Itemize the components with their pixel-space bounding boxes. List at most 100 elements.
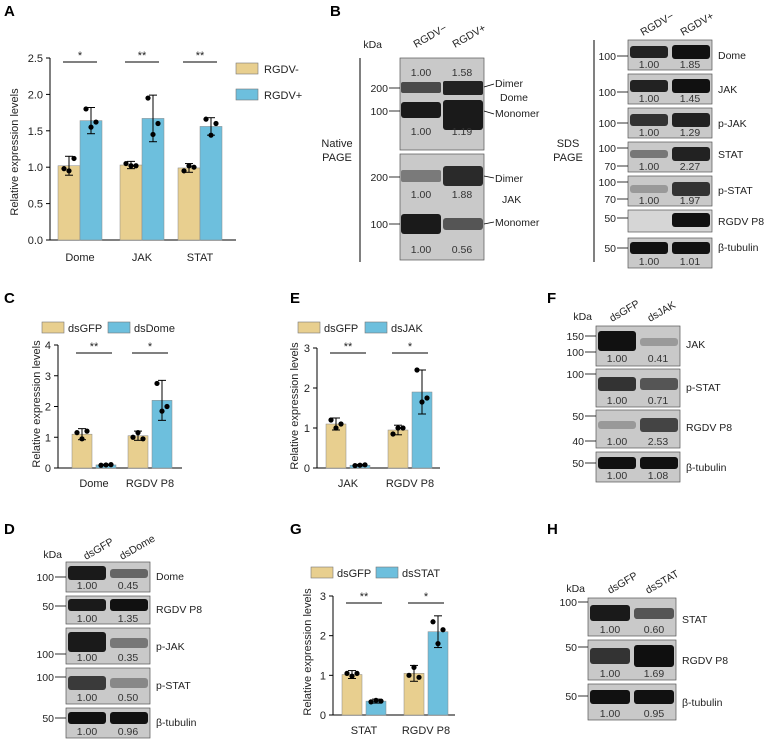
chart-a-ytick-label: 1.0 [28,162,43,174]
blot-b-sds-pstat-name: p-STAT [718,185,753,197]
chart-g-ytick-label: 2 [320,631,326,643]
chart-a-data-point [61,166,67,172]
blot-b-sds-p8-name: RGDV P8 [718,216,764,228]
chart-g-ytick-label: 3 [320,591,326,603]
chart-a-data-point [191,164,197,170]
blot-b-dome-dimer-label: Dimer [495,78,524,90]
blot-b-sds-jak-band-1 [630,80,668,92]
blot-d-pjak-band-2 [110,638,148,648]
blot-f-p8-marker-40: 40 [572,436,584,448]
chart-a-data-point [150,131,156,138]
blot-f-tubulin-marker: 50 [572,458,584,470]
chart-g-data-point [349,673,355,679]
chart-c-legend-dsdome: dsDome [134,323,175,335]
blot-b-jak-dimer-value-1: 1.00 [411,189,432,201]
blot-b-sds-pstat-marker-70: 70 [604,194,616,206]
chart-a-data-point [213,120,219,127]
blot-b-jak-dimer-value-2: 1.88 [452,189,473,201]
blot-b-sds-jak-name: JAK [718,84,737,96]
blot-h-p8-value-2: 1.69 [644,668,665,680]
blot-f-jak-band-1 [598,331,636,351]
chart-g-significance-label: * [424,591,429,603]
blot-h-p8-marker: 50 [565,642,577,654]
panel-label-g: G [290,521,302,538]
chart-g-bar [341,674,363,716]
blot-h-lane-2: dsSTAT [644,568,682,597]
chart-e-ylabel: Relative expression levels [289,342,301,470]
chart-e-legend-swatch-dsgfp [297,321,321,334]
blot-f-pstat-band-1 [598,377,636,391]
blot-b-dome-monomer-band-1 [401,102,441,118]
blot-b-sds-pjak-band-2 [672,113,710,127]
chart-e-xtick-jak: JAK [338,478,359,490]
chart-c-data-point [164,403,170,410]
chart-c-ytick-label: 1 [45,432,51,444]
chart-a-data-point [71,155,77,162]
chart-e-significance-label: ** [344,341,353,353]
chart-c-ytick-label: 3 [45,371,51,383]
chart-g-xtick-rgdvp8: RGDV P8 [402,725,450,737]
blot-f-lane-1: dsGFP [608,298,642,325]
chart-c-ytick-label: 4 [45,340,51,352]
chart-a-bar [199,126,223,241]
blot-h-tubulin-value-1: 1.00 [600,708,621,720]
chart-a-data-point [93,119,99,125]
blot-d-pjak-band-1 [68,632,106,652]
blot-f-jak-marker-100: 100 [566,347,584,359]
chart-e-data-point [338,421,344,427]
chart-a-data-point [208,132,214,138]
chart-a: Relative expression levels 0.0 0.5 1.0 1.5 2… [9,50,302,264]
chart-g-data-point [430,619,436,625]
chart-g-data-point [416,674,422,680]
blot-b-sds-stat-marker-70: 70 [604,161,616,173]
chart-g-ytick-label: 0 [320,710,326,722]
chart-c-ytick-label: 0 [45,463,51,475]
chart-e-data-point [419,399,425,405]
blot-b-sds-dome-marker: 100 [598,51,616,63]
chart-c: dsGFP dsDome Relative expression levels … [31,321,182,490]
blot-f-p8-band-1 [598,421,636,429]
blot-b-native-label-2: PAGE [322,152,352,164]
chart-a-significance-label: * [78,50,83,62]
blot-b-sds-tubulin-band-2 [672,242,710,254]
blot-b-jak-monomer-pointer [483,221,495,225]
blot-b-dome-monomer-label: Monomer [495,108,540,120]
blot-f-pstat-value-2: 0.71 [648,395,669,407]
blot-f-jak-marker-150: 150 [566,331,584,343]
panel-label-c: C [4,290,15,307]
panel-label-e: E [290,290,300,307]
panel-label-b: B [330,3,341,20]
chart-a-data-point [133,163,139,169]
chart-e-data-point [333,425,339,431]
blot-d-tubulin-name: β-tubulin [156,717,197,729]
chart-g-xtick-stat: STAT [351,725,378,737]
blot-d-tubulin-marker: 50 [42,713,54,725]
chart-e-data-point [352,463,358,469]
chart-g-ytick-label: 1 [320,670,326,682]
chart-a-ytick-label: 0.0 [28,235,43,247]
chart-e-data-point [424,395,430,401]
blot-f-pstat-band-2 [640,378,678,390]
blot-b-dome-monomer-value-2: 1.19 [452,126,473,138]
chart-e-legend-dsjak: dsJAK [391,323,423,335]
chart-g-data-point [373,697,379,703]
blot-b-sds-pstat-value-1: 1.00 [639,195,660,207]
blot-f-tubulin-band-2 [640,457,678,469]
chart-g-legend-swatch-dsstat [375,566,399,579]
blot-b-sds-dome-band-2 [672,45,710,59]
chart-a-xtick-stat: STAT [187,252,214,264]
blot-b-sds-pjak-name: p-JAK [718,118,747,130]
blot-f-jak-name: JAK [686,339,705,351]
blot-h-stat-band-2 [634,608,674,619]
blot-d-p8-value-2: 1.35 [118,613,139,625]
blot-d-kda: kDa [43,549,62,561]
chart-a-bar [79,120,103,241]
chart-c-data-point [159,408,165,414]
blot-h-stat-name: STAT [682,614,708,626]
blot-b-sds-tubulin-marker: 50 [604,243,616,255]
chart-c-data-point [74,430,80,436]
blot-b-jak-monomer-value-1: 1.00 [411,244,432,256]
chart-e-significance-label: * [408,341,413,353]
chart-a-ylabel: Relative expression levels [9,88,21,216]
chart-a-legend-rgdv-minus: RGDV- [264,64,299,76]
